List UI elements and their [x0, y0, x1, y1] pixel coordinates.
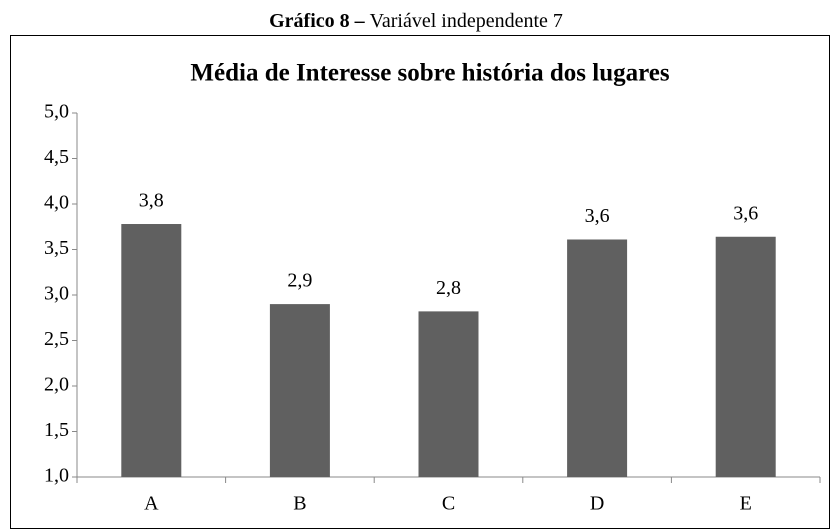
value-label: 3,8	[139, 190, 164, 212]
caption: Gráfico 8 – Variável independente 7	[269, 10, 563, 32]
y-tick-label: 1,0	[44, 465, 69, 487]
y-tick-label: 4,0	[44, 192, 69, 214]
caption-label: Gráfico 8 –	[269, 10, 366, 32]
value-label: 2,8	[436, 277, 461, 299]
x-tick-label: A	[144, 493, 159, 515]
chart-title: Média de Interesse sobre história dos lu…	[190, 60, 669, 87]
bar	[269, 304, 330, 477]
chart-border	[10, 35, 830, 529]
bar	[567, 239, 628, 477]
bar	[121, 224, 182, 477]
y-tick-label: 2,0	[44, 374, 69, 396]
x-tick-label: C	[442, 493, 455, 515]
y-tick-label: 1,5	[44, 419, 69, 441]
x-tick-label: E	[740, 493, 752, 515]
value-label: 3,6	[733, 202, 758, 224]
y-tick-label: 2,5	[44, 328, 69, 350]
caption-text: Variável independente 7	[370, 10, 563, 32]
x-tick-label: B	[293, 493, 306, 515]
y-tick-label: 4,5	[44, 146, 69, 168]
y-tick-label: 5,0	[44, 101, 69, 123]
value-label: 2,9	[287, 270, 312, 292]
x-tick-label: D	[590, 493, 604, 515]
y-tick-label: 3,0	[44, 283, 69, 305]
bar	[418, 311, 479, 477]
value-label: 3,6	[585, 205, 610, 227]
bar	[715, 236, 776, 477]
y-tick-label: 3,5	[44, 237, 69, 259]
